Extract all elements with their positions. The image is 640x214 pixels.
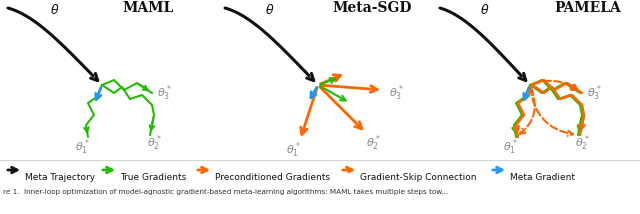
Text: $\theta_2^*$: $\theta_2^*$ bbox=[365, 133, 380, 153]
Text: $\theta_3^*$: $\theta_3^*$ bbox=[157, 83, 172, 103]
Text: $\theta_1^*$: $\theta_1^*$ bbox=[75, 137, 90, 157]
Text: Gradient-Skip Connection: Gradient-Skip Connection bbox=[360, 174, 477, 183]
Text: $\theta_3^*$: $\theta_3^*$ bbox=[587, 83, 602, 103]
Text: True Gradients: True Gradients bbox=[120, 174, 186, 183]
Text: PAMELA: PAMELA bbox=[555, 1, 621, 15]
Text: $\theta_3^*$: $\theta_3^*$ bbox=[388, 83, 403, 103]
Text: MAML: MAML bbox=[122, 1, 173, 15]
Text: $\theta$: $\theta$ bbox=[51, 3, 60, 17]
Text: Preconditioned Gradients: Preconditioned Gradients bbox=[215, 174, 330, 183]
Text: $\theta_1^*$: $\theta_1^*$ bbox=[502, 137, 517, 157]
Text: Meta-SGD: Meta-SGD bbox=[332, 1, 412, 15]
Text: $\theta_2^*$: $\theta_2^*$ bbox=[147, 133, 161, 153]
Text: $\theta$: $\theta$ bbox=[266, 3, 275, 17]
Text: $\theta_1^*$: $\theta_1^*$ bbox=[285, 140, 300, 160]
Text: $\theta_2^*$: $\theta_2^*$ bbox=[575, 133, 589, 153]
Text: Meta Trajectory: Meta Trajectory bbox=[25, 174, 95, 183]
Text: re 1.  Inner-loop optimization of model-agnostic gradient-based meta-learning al: re 1. Inner-loop optimization of model-a… bbox=[3, 189, 448, 195]
Text: $\theta$: $\theta$ bbox=[480, 3, 490, 17]
Text: Meta Gradient: Meta Gradient bbox=[510, 174, 575, 183]
